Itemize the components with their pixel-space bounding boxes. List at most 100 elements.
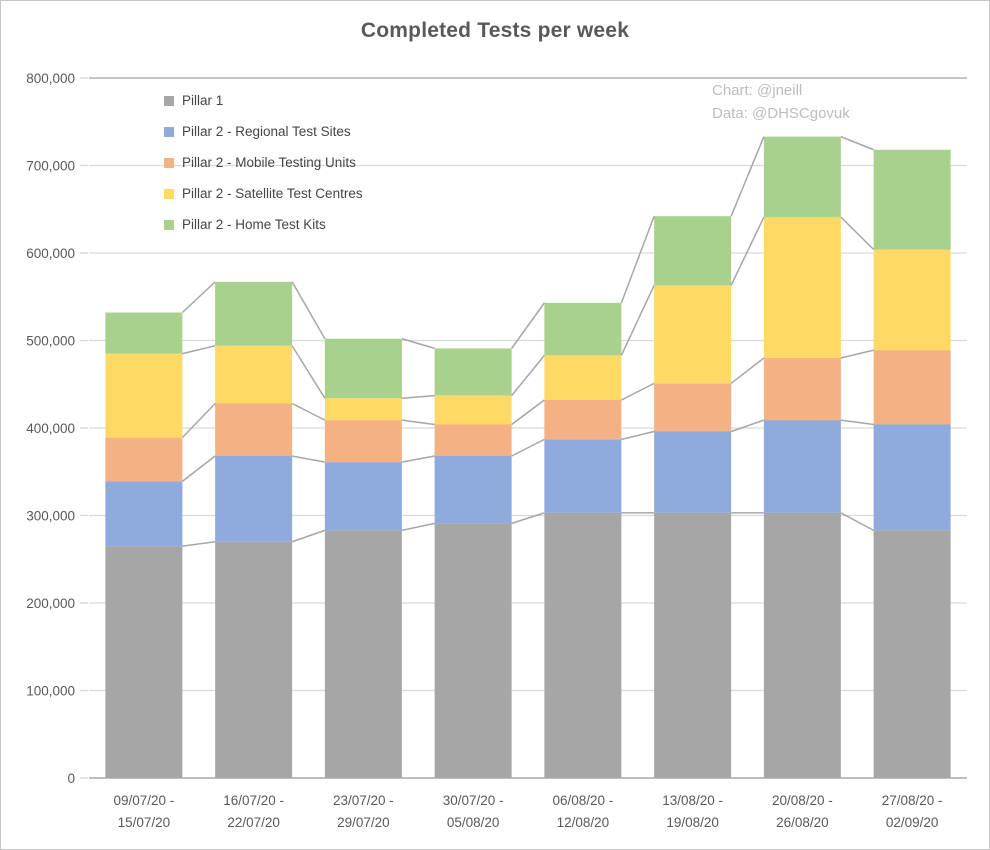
series-line	[620, 215, 655, 304]
bar-segment-4	[654, 285, 732, 384]
bar-segment-5	[654, 216, 732, 286]
series-line	[730, 419, 765, 433]
bar-segment-2	[873, 424, 951, 531]
bar-segment-5	[324, 338, 402, 399]
chart-credits: Chart: @jneill Data: @DHSCgovuk	[712, 79, 850, 125]
series-line	[181, 281, 216, 314]
legend-item: Pillar 2 - Home Test Kits	[164, 209, 363, 240]
series-line	[401, 338, 435, 350]
legend-label: Pillar 2 - Home Test Kits	[182, 217, 326, 232]
bar-segment-1	[873, 530, 951, 778]
legend-swatch-icon	[164, 188, 174, 199]
series-line	[291, 345, 326, 399]
legend-item: Pillar 2 - Satellite Test Centres	[164, 178, 363, 209]
legend-label: Pillar 1	[182, 93, 224, 108]
y-axis-tick-label: 800,000	[26, 71, 75, 86]
legend-label: Pillar 2 - Mobile Testing Units	[182, 155, 356, 170]
series-line	[840, 135, 874, 151]
y-axis-tick-label: 400,000	[26, 421, 75, 436]
bar-segment-4	[105, 353, 183, 438]
bar-segment-3	[654, 383, 732, 432]
credit-data-source: Data: @DHSCgovuk	[712, 105, 850, 122]
bar-segment-2	[544, 439, 622, 513]
series-line	[291, 281, 326, 340]
series-line	[730, 357, 765, 384]
series-line	[730, 136, 765, 217]
series-line	[620, 285, 655, 356]
legend-swatch-icon	[164, 95, 174, 106]
bar-segment-3	[544, 400, 622, 440]
chart-title: Completed Tests per week	[360, 19, 630, 42]
series-line	[401, 419, 435, 426]
series-line	[182, 541, 216, 547]
x-axis-label: 23/07/20 -29/07/20	[333, 793, 394, 830]
bar-segment-3	[105, 437, 183, 482]
x-axis-label: 16/07/20 -22/07/20	[223, 793, 284, 830]
bar-segment-2	[763, 420, 841, 513]
series-line	[621, 430, 655, 441]
x-axis-label: 09/07/20 -15/07/20	[113, 793, 174, 830]
bar-segment-1	[324, 530, 402, 778]
series-line	[511, 512, 545, 525]
series-line	[181, 455, 216, 482]
bar-segment-1	[105, 546, 183, 778]
y-axis-tick-label: 0	[67, 771, 75, 786]
series-line	[291, 455, 326, 463]
series-line	[730, 216, 765, 286]
series-line	[181, 402, 216, 439]
bar-segment-4	[544, 355, 622, 400]
bar-segment-1	[544, 512, 622, 778]
y-axis-tick-label: 500,000	[26, 334, 75, 349]
series-line	[401, 522, 435, 532]
y-axis-tick-label: 700,000	[26, 159, 75, 174]
series-line	[291, 529, 326, 543]
legend-swatch-icon	[164, 157, 174, 168]
bar-segment-5	[763, 136, 841, 218]
series-line	[511, 399, 545, 426]
x-axis-label: 27/08/20 -02/09/20	[882, 793, 943, 830]
bar-segment-1	[215, 541, 293, 778]
legend-item: Pillar 1	[164, 85, 363, 116]
bar-segment-1	[654, 512, 732, 778]
bar-segment-3	[434, 424, 512, 456]
legend-item: Pillar 2 - Mobile Testing Units	[164, 147, 363, 178]
credit-chart-author: Chart: @jneill	[712, 82, 803, 99]
series-line	[291, 402, 326, 421]
y-axis-tick-label: 200,000	[26, 596, 75, 611]
bar-segment-3	[873, 350, 951, 425]
bar-segment-5	[544, 302, 622, 356]
bar-segment-3	[215, 403, 293, 456]
legend-label: Pillar 2 - Satellite Test Centres	[182, 186, 363, 201]
series-line	[511, 438, 545, 457]
bar-segment-5	[434, 348, 512, 396]
bar-segment-5	[215, 281, 293, 346]
bar-segment-2	[324, 462, 402, 531]
bar-segment-5	[105, 312, 183, 354]
series-line	[840, 419, 874, 426]
bar-segment-1	[434, 523, 512, 778]
bar-segment-2	[105, 481, 183, 547]
series-line	[511, 354, 545, 397]
series-line	[840, 216, 875, 251]
bar-segment-4	[873, 249, 951, 351]
bar-segment-4	[215, 345, 293, 404]
y-axis-tick-label: 300,000	[26, 509, 75, 524]
series-line	[401, 394, 435, 399]
bar-segment-4	[324, 398, 402, 421]
series-line	[840, 512, 874, 532]
x-axis-label: 13/08/20 -19/08/20	[662, 793, 723, 830]
y-axis-tick-label: 100,000	[26, 684, 75, 699]
legend-swatch-icon	[164, 219, 174, 230]
x-axis-label: 06/08/20 -12/08/20	[552, 793, 613, 830]
bar-segment-3	[324, 420, 402, 463]
y-axis-tick-label: 600,000	[26, 246, 75, 261]
series-line	[621, 382, 655, 401]
legend-swatch-icon	[164, 126, 174, 137]
bar-segment-3	[763, 358, 841, 421]
series-line	[401, 455, 435, 463]
legend: Pillar 1 Pillar 2 - Regional Test Sites Pi…	[164, 85, 363, 240]
bar-segment-4	[434, 395, 512, 425]
bar-segment-2	[434, 456, 512, 524]
